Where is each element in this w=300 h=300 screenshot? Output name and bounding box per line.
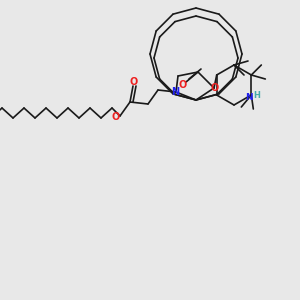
Text: H: H bbox=[253, 92, 260, 100]
Text: O: O bbox=[211, 83, 219, 93]
Text: O: O bbox=[112, 112, 120, 122]
Text: O: O bbox=[130, 77, 138, 87]
Text: O: O bbox=[179, 80, 187, 90]
Text: N: N bbox=[171, 87, 179, 97]
Text: N: N bbox=[245, 92, 253, 101]
